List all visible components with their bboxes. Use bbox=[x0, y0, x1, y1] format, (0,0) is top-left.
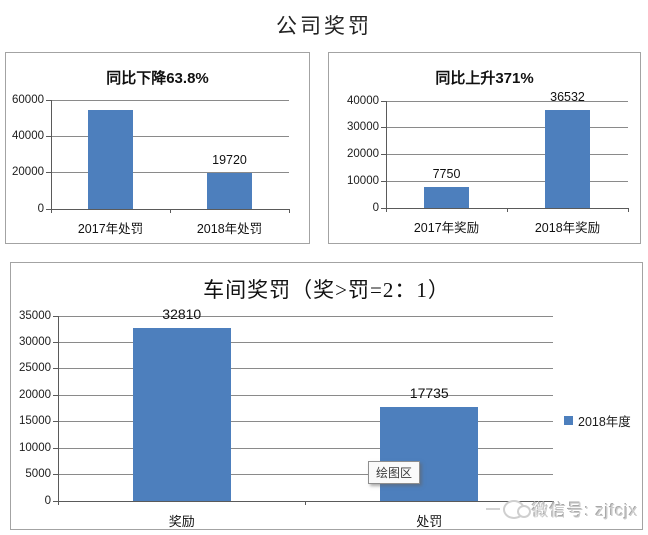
gridline bbox=[58, 394, 553, 396]
gridline bbox=[58, 447, 553, 449]
category-label: 2017年处罚 bbox=[77, 222, 144, 236]
gridline bbox=[58, 315, 553, 317]
y-axis-label: 10000 bbox=[347, 174, 379, 187]
chart-title-workshop: 车间奖罚（奖>罚=2：1） bbox=[203, 278, 450, 302]
y-axis-label: 40000 bbox=[12, 129, 44, 142]
x-axis-tick bbox=[385, 208, 387, 212]
y-axis-tick bbox=[46, 135, 51, 137]
category-label: 奖励 bbox=[168, 514, 195, 529]
x-axis-tick bbox=[50, 209, 52, 213]
y-axis-tick bbox=[53, 315, 58, 317]
y-axis-label: 0 bbox=[372, 201, 379, 214]
y-axis-tick bbox=[53, 368, 58, 370]
plot-area-penalty-yoy: 0 20000 40000 60000 2017年处罚 19720 2018年处罚 bbox=[12, 94, 290, 236]
gridline bbox=[51, 172, 289, 174]
x-axis-tick bbox=[552, 501, 554, 505]
y-axis bbox=[58, 316, 59, 501]
y-axis-label: 20000 bbox=[19, 388, 51, 401]
plot-area-reward-yoy: 0 10000 20000 30000 40000 7750 2017年奖励 36532 201… bbox=[347, 90, 629, 235]
category-label: 2017年奖励 bbox=[413, 221, 480, 235]
legend-label: 2018年度 bbox=[578, 415, 631, 429]
y-axis-label: 30000 bbox=[19, 335, 51, 348]
data-label: 19720 bbox=[212, 152, 247, 167]
chart-panel-penalty-yoy: 同比下降63.8% 0 20000 40000 60000 2017年处罚 19720 20… bbox=[5, 52, 310, 244]
bar-2017年奖励 bbox=[424, 187, 469, 208]
y-axis-tick bbox=[53, 421, 58, 423]
category-label: 处罚 bbox=[416, 514, 443, 529]
x-axis-tick bbox=[288, 209, 290, 213]
y-axis-tick bbox=[53, 341, 58, 343]
gridline bbox=[386, 180, 628, 182]
chart-title-penalty-yoy: 同比下降63.8% bbox=[106, 70, 209, 87]
y-axis-tick bbox=[381, 100, 386, 102]
y-axis-label: 40000 bbox=[347, 94, 379, 107]
data-label: 32810 bbox=[162, 305, 202, 322]
chart-panel-workshop: 车间奖罚（奖>罚=2：1） 0 5000 10000 15000 20000 25000 3… bbox=[10, 262, 643, 530]
x-axis-tick bbox=[169, 209, 171, 213]
data-label: 17735 bbox=[409, 385, 449, 402]
gridline bbox=[58, 368, 553, 370]
y-axis-tick bbox=[46, 99, 51, 101]
y-axis bbox=[386, 101, 387, 208]
bar-2018年奖励 bbox=[545, 110, 590, 208]
x-axis-tick bbox=[627, 208, 629, 212]
y-axis-tick bbox=[53, 474, 58, 476]
gridline bbox=[51, 99, 289, 101]
bar-2018年处罚 bbox=[207, 173, 252, 209]
gridline bbox=[51, 135, 289, 137]
x-axis-tick bbox=[506, 208, 508, 212]
y-axis-tick bbox=[381, 180, 386, 182]
watermark-text: 微信号: zjfcjx bbox=[532, 502, 639, 520]
y-axis-tick bbox=[46, 208, 51, 210]
legend-marker-icon bbox=[564, 416, 573, 425]
y-axis bbox=[51, 100, 52, 209]
data-label: 7750 bbox=[432, 166, 461, 181]
y-axis-label: 60000 bbox=[12, 93, 44, 106]
y-axis-label: 35000 bbox=[19, 309, 51, 322]
y-axis-tick bbox=[381, 154, 386, 155]
y-axis-label: 20000 bbox=[12, 166, 44, 179]
watermark-dash bbox=[486, 508, 500, 510]
y-axis-label: 0 bbox=[37, 202, 44, 215]
y-axis-tick bbox=[53, 447, 58, 449]
data-label: 36532 bbox=[550, 89, 585, 104]
y-axis-tick bbox=[381, 207, 386, 209]
y-axis-label: 5000 bbox=[25, 468, 51, 481]
x-axis-tick bbox=[57, 501, 59, 505]
y-axis-tick bbox=[46, 172, 51, 174]
y-axis-label: 25000 bbox=[19, 362, 51, 375]
bar-处罚 bbox=[380, 407, 479, 501]
gridline bbox=[58, 341, 553, 343]
plot-area-workshop: 0 5000 10000 15000 20000 25000 30000 35000 32810… bbox=[19, 306, 554, 529]
y-axis-label: 10000 bbox=[19, 441, 51, 454]
wechat-icon bbox=[503, 498, 531, 520]
category-label: 2018年处罚 bbox=[196, 222, 263, 236]
chart-panel-reward-yoy: 同比上升371% 0 10000 20000 30000 40000 7750 2017年奖… bbox=[328, 52, 641, 244]
chart-title-reward-yoy: 同比上升371% bbox=[435, 70, 534, 87]
y-axis-label: 0 bbox=[44, 494, 51, 507]
gridline bbox=[386, 100, 628, 102]
gridline bbox=[58, 474, 553, 476]
bar-奖励 bbox=[132, 327, 231, 501]
plot-area-tooltip: 绘图区 bbox=[368, 461, 421, 484]
y-axis-label: 30000 bbox=[347, 121, 379, 134]
wechat-watermark: 微信号: zjfcjx bbox=[486, 497, 638, 521]
gridline bbox=[386, 154, 628, 155]
page-title: 公司奖罚 bbox=[276, 14, 372, 38]
bar-2017年处罚 bbox=[88, 110, 133, 209]
category-label: 2018年奖励 bbox=[534, 221, 601, 235]
y-axis-label: 15000 bbox=[19, 415, 51, 428]
x-axis-tick bbox=[305, 501, 306, 505]
y-axis-tick bbox=[53, 394, 58, 396]
chart-legend: 2018年度 bbox=[564, 411, 631, 430]
gridline bbox=[386, 127, 628, 129]
y-axis-tick bbox=[53, 500, 58, 502]
y-axis-tick bbox=[381, 127, 386, 129]
gridline bbox=[58, 421, 553, 423]
y-axis-label: 20000 bbox=[347, 148, 379, 160]
